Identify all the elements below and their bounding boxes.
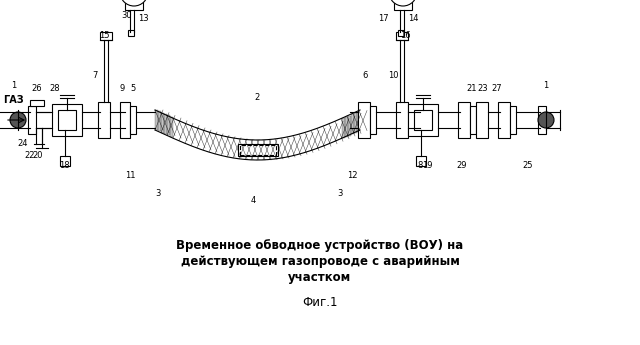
Circle shape [538, 112, 554, 128]
Bar [52, 104, 82, 136]
Text: участком: участком [289, 270, 351, 284]
Bar [28, 106, 36, 134]
Text: 8: 8 [417, 160, 422, 169]
Bar [351, 114, 354, 134]
Bar [239, 145, 275, 155]
Text: 15: 15 [99, 30, 109, 39]
Bar [345, 117, 348, 137]
Bar [125, 0, 143, 10]
Text: 13: 13 [138, 13, 148, 22]
Text: 16: 16 [400, 30, 410, 39]
Bar [348, 116, 351, 136]
Bar [458, 102, 470, 138]
Text: 27: 27 [492, 83, 502, 92]
Text: 6: 6 [362, 70, 368, 79]
Text: 24: 24 [18, 138, 28, 148]
Text: действующем газопроводе с аварийным: действующем газопроводе с аварийным [180, 255, 460, 267]
Circle shape [10, 112, 26, 128]
Text: 4: 4 [250, 196, 255, 205]
Text: 3: 3 [156, 188, 161, 197]
Bar [58, 110, 76, 130]
Bar [164, 114, 167, 134]
Text: 10: 10 [388, 70, 398, 79]
Bar [128, 30, 134, 36]
Bar [98, 102, 110, 138]
Circle shape [389, 0, 417, 6]
Text: 28: 28 [50, 83, 60, 92]
Bar [358, 102, 370, 138]
Bar [414, 110, 432, 130]
Bar [100, 32, 112, 40]
Bar [396, 32, 408, 40]
Text: 25: 25 [523, 160, 533, 169]
Text: 2: 2 [254, 92, 260, 101]
Bar [398, 30, 404, 36]
Circle shape [120, 0, 148, 6]
Text: 22: 22 [25, 150, 35, 159]
Text: 20: 20 [33, 150, 44, 159]
Bar [342, 118, 345, 138]
Text: 17: 17 [378, 13, 388, 22]
Bar [60, 156, 70, 166]
Text: 19: 19 [422, 160, 432, 169]
Bar [170, 117, 173, 137]
Text: 9: 9 [120, 83, 125, 92]
Bar [237, 144, 278, 156]
Text: 11: 11 [125, 170, 135, 179]
Bar [510, 106, 516, 134]
Text: 5: 5 [131, 83, 136, 92]
Text: 21: 21 [467, 83, 477, 92]
Bar [476, 102, 488, 138]
Bar [158, 111, 161, 131]
Bar [370, 106, 376, 134]
Text: 26: 26 [32, 83, 42, 92]
Text: 18: 18 [59, 160, 69, 169]
Text: Временное обводное устройство (ВОУ) на: Временное обводное устройство (ВОУ) на [177, 238, 463, 252]
Bar [416, 156, 426, 166]
Bar [470, 106, 476, 134]
Text: 1: 1 [12, 80, 17, 89]
Text: 14: 14 [408, 13, 419, 22]
Bar [357, 111, 360, 131]
Text: 3: 3 [337, 188, 342, 197]
Bar [155, 110, 158, 130]
Bar [408, 104, 438, 136]
Text: 7: 7 [92, 70, 98, 79]
Text: 1: 1 [543, 80, 548, 89]
Bar [538, 106, 546, 134]
Text: 12: 12 [347, 170, 357, 179]
Text: Фиг.1: Фиг.1 [302, 296, 338, 309]
Text: 29: 29 [457, 160, 467, 169]
Bar [120, 102, 130, 138]
Bar [130, 106, 136, 134]
Bar [394, 0, 412, 10]
Bar [354, 113, 357, 133]
Bar [30, 100, 44, 106]
Bar [498, 102, 510, 138]
Text: 23: 23 [477, 83, 488, 92]
Text: ГАЗ: ГАЗ [3, 95, 24, 105]
Text: 30: 30 [122, 10, 132, 20]
Bar [396, 102, 408, 138]
Bar [167, 116, 170, 136]
Bar [161, 112, 164, 132]
